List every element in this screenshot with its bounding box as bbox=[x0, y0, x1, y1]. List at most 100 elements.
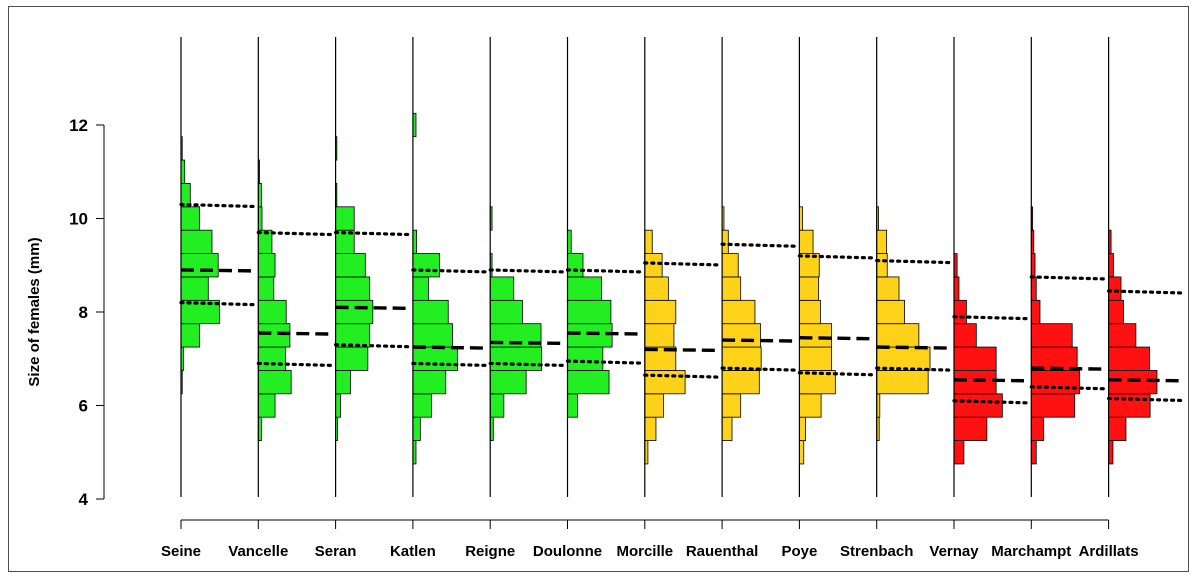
histogram-bar bbox=[721, 346, 762, 371]
upper-quantile-line bbox=[1106, 289, 1184, 295]
site-label: Katlen bbox=[390, 543, 436, 560]
histogram-bar bbox=[412, 323, 453, 348]
site-column-poye bbox=[797, 37, 875, 497]
lower-quantile-line bbox=[179, 301, 256, 307]
histogram-bar bbox=[876, 370, 929, 395]
histogram-bar bbox=[876, 299, 906, 325]
histogram-bar bbox=[876, 229, 888, 254]
histogram-bar bbox=[799, 323, 833, 348]
histogram-bar bbox=[721, 416, 733, 441]
histogram-bar bbox=[489, 346, 543, 371]
site-label: Seine bbox=[161, 543, 201, 560]
y-tick-label: 10 bbox=[69, 210, 88, 229]
histogram-bar bbox=[644, 229, 653, 254]
site-columns bbox=[179, 37, 1184, 497]
histogram-bar bbox=[721, 393, 742, 418]
site-label: Poye bbox=[781, 543, 817, 560]
histogram-bar bbox=[1108, 346, 1150, 371]
histogram-bar bbox=[1030, 370, 1081, 395]
mean-line bbox=[258, 331, 332, 336]
histogram-bar bbox=[412, 416, 421, 441]
histogram-bar bbox=[953, 440, 965, 465]
histogram-bar bbox=[257, 323, 291, 348]
histogram-bar bbox=[567, 393, 578, 418]
upper-quantile-line bbox=[488, 268, 566, 274]
chart-frame: 4 6 8 10 12 Seine Vancelle Seran Katlen Reigne Do… bbox=[8, 6, 1189, 572]
histogram-bar bbox=[257, 393, 276, 418]
upper-quantile-line bbox=[411, 268, 488, 274]
histogram-bar bbox=[721, 276, 742, 301]
histogram-bar bbox=[412, 299, 449, 325]
site-column-katlen bbox=[411, 37, 488, 497]
upper-quantile-line bbox=[334, 230, 411, 237]
histogram-bar bbox=[180, 206, 201, 231]
histogram-bar bbox=[953, 299, 967, 325]
histogram-bar bbox=[257, 253, 276, 278]
mean-line bbox=[335, 305, 409, 311]
histogram-bar bbox=[1108, 253, 1114, 278]
histogram-bar bbox=[489, 276, 515, 301]
histogram-bar bbox=[876, 276, 900, 301]
histogram-bar bbox=[335, 276, 371, 301]
site-column-vernay bbox=[952, 37, 1029, 497]
upper-quantile-line bbox=[256, 230, 334, 237]
histogram-bar bbox=[799, 440, 805, 465]
mean-line bbox=[567, 331, 641, 336]
site-column-marchampt bbox=[1029, 37, 1107, 497]
upper-quantile-line bbox=[875, 258, 952, 265]
histogram-bar bbox=[799, 229, 814, 254]
lower-quantile-line bbox=[411, 361, 488, 368]
histogram-bar bbox=[799, 416, 807, 441]
mean-line bbox=[412, 345, 487, 350]
mean-line bbox=[876, 345, 951, 350]
histogram-bar bbox=[180, 323, 201, 348]
histogram-bar bbox=[953, 416, 988, 441]
histogram-bar bbox=[335, 346, 369, 371]
site-label: Ardillats bbox=[1079, 543, 1139, 560]
histogram-bar bbox=[412, 393, 432, 418]
site-column-rauenthal bbox=[720, 37, 798, 497]
lower-quantile-line bbox=[643, 373, 720, 379]
y-tick-label: 8 bbox=[79, 303, 88, 322]
histogram-bar bbox=[412, 253, 440, 278]
histogram-bar bbox=[567, 276, 602, 301]
histogram-bar bbox=[335, 299, 374, 325]
histogram-bar bbox=[335, 370, 351, 395]
y-axis: 4 6 8 10 12 bbox=[69, 116, 105, 509]
lower-quantile-line bbox=[952, 399, 1029, 405]
histogram-bar bbox=[567, 299, 612, 325]
histogram-bar bbox=[644, 416, 657, 441]
y-axis-title: Size of females (mm) bbox=[26, 237, 43, 386]
histogram-bar bbox=[412, 276, 429, 301]
histogram-bar bbox=[257, 299, 287, 325]
site-column-doulonne bbox=[565, 37, 643, 497]
histogram-bar bbox=[644, 323, 675, 348]
histogram-bar bbox=[953, 276, 960, 301]
site-label: Vernay bbox=[929, 543, 979, 560]
histogram-bar bbox=[721, 229, 729, 254]
histogram-bar bbox=[1108, 440, 1114, 465]
histogram-bar bbox=[1030, 276, 1037, 301]
upper-quantile-line bbox=[720, 242, 798, 248]
lower-quantile-line bbox=[488, 361, 566, 368]
histogram-bar bbox=[567, 323, 613, 348]
y-tick-label: 4 bbox=[79, 490, 89, 509]
histogram-bar bbox=[799, 276, 820, 301]
upper-quantile-line bbox=[565, 268, 643, 274]
histogram-bar bbox=[1030, 393, 1076, 418]
histogram-bar bbox=[876, 323, 920, 348]
histogram-bar bbox=[1108, 276, 1122, 301]
histogram-bar bbox=[953, 346, 997, 371]
histogram-bar bbox=[180, 229, 213, 254]
site-column-strenbach bbox=[875, 37, 952, 497]
mean-line bbox=[490, 340, 564, 346]
histogram-bar bbox=[1030, 416, 1045, 441]
lower-quantile-line bbox=[1106, 396, 1184, 403]
mean-line bbox=[953, 378, 1028, 383]
upper-quantile-line bbox=[643, 261, 720, 267]
site-label: Strenbach bbox=[840, 543, 913, 560]
histogram-bar bbox=[1108, 323, 1137, 348]
site-column-ardillats bbox=[1106, 37, 1184, 497]
site-column-reigne bbox=[488, 37, 566, 497]
histogram-bar bbox=[953, 393, 1003, 418]
